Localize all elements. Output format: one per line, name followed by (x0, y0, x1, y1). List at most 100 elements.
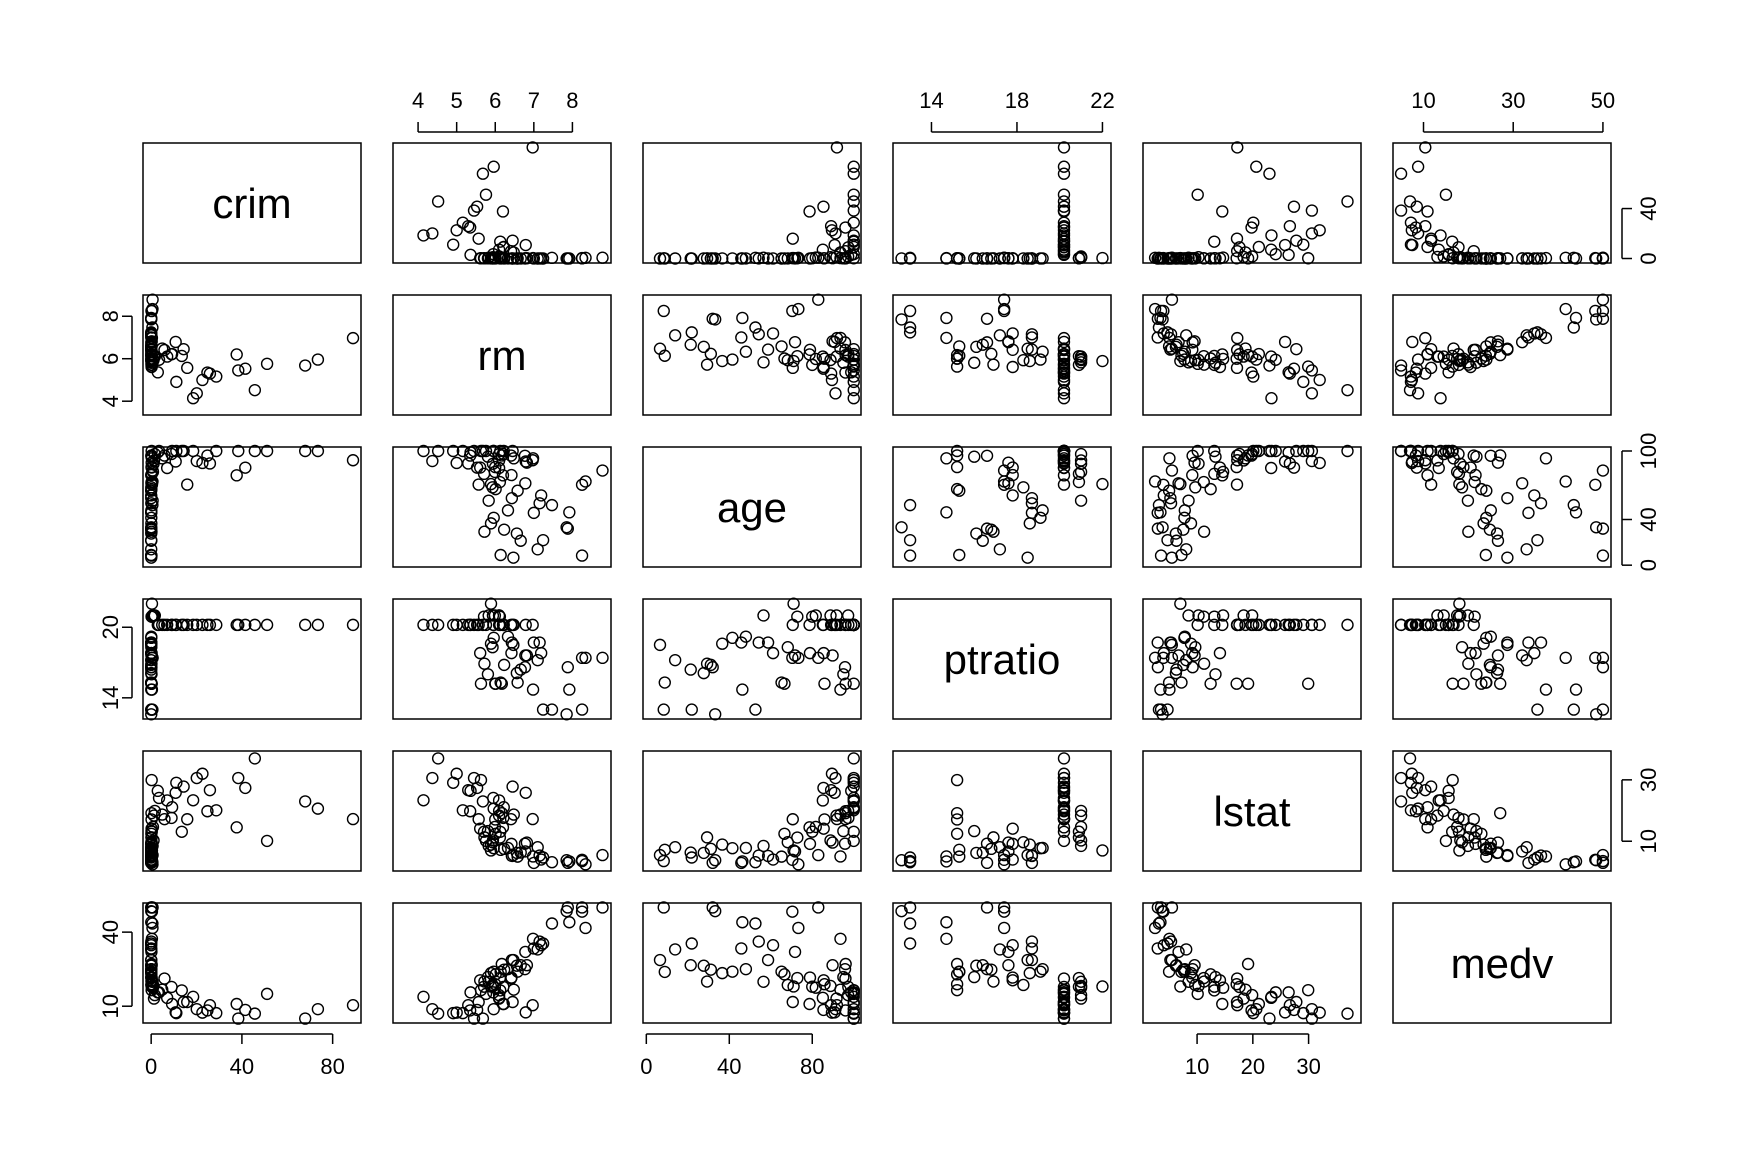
point (786, 618, 799, 632)
variable-label: medv (1451, 940, 1554, 987)
point (519, 845, 532, 858)
point (482, 494, 495, 507)
point (1165, 293, 1179, 306)
point (506, 995, 519, 1009)
point (1174, 477, 1187, 491)
point (761, 252, 775, 265)
point (497, 523, 511, 536)
point (1394, 204, 1408, 217)
point (778, 968, 791, 981)
panel (642, 902, 862, 1024)
point (1156, 904, 1169, 918)
point (203, 367, 217, 380)
point (144, 937, 158, 950)
point (1419, 812, 1432, 826)
point (1072, 467, 1086, 481)
point (493, 971, 507, 985)
point (803, 343, 817, 356)
point (145, 668, 158, 681)
point (519, 1006, 532, 1019)
point (536, 703, 550, 716)
point (1410, 362, 1423, 375)
point (708, 854, 722, 867)
point (1477, 637, 1490, 650)
point (775, 965, 788, 978)
point (1484, 661, 1497, 674)
point (518, 449, 532, 462)
point (1453, 844, 1466, 857)
y-tick-label: 8 (98, 310, 123, 322)
point (817, 646, 830, 660)
point (145, 548, 158, 562)
point (298, 359, 312, 372)
point (1233, 348, 1246, 361)
point (1197, 657, 1211, 670)
point (1057, 366, 1071, 379)
point (1231, 141, 1244, 154)
point (1208, 980, 1221, 993)
point (953, 843, 966, 857)
point (181, 478, 194, 491)
y-tick-label: 100 (1636, 433, 1661, 470)
point (803, 837, 817, 851)
point (311, 353, 325, 366)
point (837, 356, 850, 369)
point (1520, 543, 1533, 556)
point (839, 805, 852, 818)
point (1072, 831, 1086, 844)
point (845, 784, 858, 798)
point (1239, 983, 1252, 996)
y-tick-label: 10 (98, 994, 123, 1018)
point (1589, 521, 1603, 534)
point (494, 843, 507, 857)
point (953, 548, 966, 562)
point (1072, 252, 1086, 265)
point (1282, 986, 1295, 999)
point (1539, 850, 1553, 863)
point (1002, 335, 1015, 349)
point (446, 444, 460, 458)
point (481, 970, 495, 984)
point (684, 338, 697, 351)
panel (1392, 902, 1612, 1024)
point (510, 959, 524, 972)
point (1559, 651, 1572, 665)
point (1442, 446, 1455, 459)
point (752, 328, 765, 341)
point (311, 618, 325, 632)
panel (1142, 750, 1362, 872)
point (481, 252, 495, 265)
point (181, 618, 194, 632)
y-tick-label: 0 (1636, 252, 1661, 264)
point (1567, 703, 1580, 716)
point (232, 1012, 245, 1025)
point (145, 336, 158, 349)
point (1569, 683, 1583, 696)
point (1424, 234, 1438, 247)
x-tick-label: 30 (1501, 88, 1525, 113)
point (1313, 224, 1326, 237)
point (146, 498, 159, 512)
point (1290, 342, 1303, 356)
point (575, 905, 589, 918)
point (1302, 252, 1315, 265)
point (1403, 752, 1417, 765)
point (993, 943, 1007, 956)
point (825, 767, 839, 780)
point (1180, 943, 1193, 956)
point (145, 331, 159, 345)
point (510, 252, 524, 265)
point (177, 618, 190, 632)
point (781, 252, 794, 265)
point (1520, 653, 1533, 667)
point (1404, 238, 1418, 251)
point (1057, 986, 1071, 999)
point (481, 668, 495, 681)
point (426, 454, 439, 468)
point (1175, 349, 1188, 362)
point (1208, 235, 1221, 248)
point (839, 957, 852, 971)
point (1230, 972, 1244, 985)
point (145, 313, 158, 326)
point (834, 850, 847, 863)
